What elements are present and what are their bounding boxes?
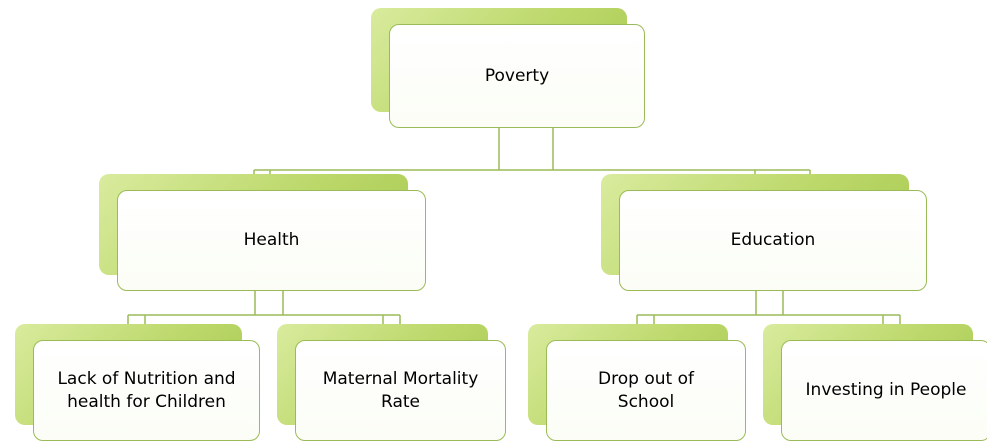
node-label: Drop out of School (598, 368, 694, 412)
node: Health (117, 190, 426, 291)
node: Poverty (389, 24, 645, 128)
node-label: Maternal Mortality Rate (322, 368, 479, 412)
node: Drop out of School (546, 340, 746, 441)
node-label: Investing in People (805, 380, 967, 401)
node: Investing in People (781, 340, 987, 441)
node: Education (619, 190, 927, 291)
node-label: Education (730, 230, 816, 251)
node-label: Lack of Nutrition and health for Childre… (57, 368, 236, 412)
node: Lack of Nutrition and health for Childre… (33, 340, 260, 441)
node: Maternal Mortality Rate (295, 340, 506, 441)
node-label: Health (243, 230, 300, 251)
node-label: Poverty (484, 65, 550, 86)
